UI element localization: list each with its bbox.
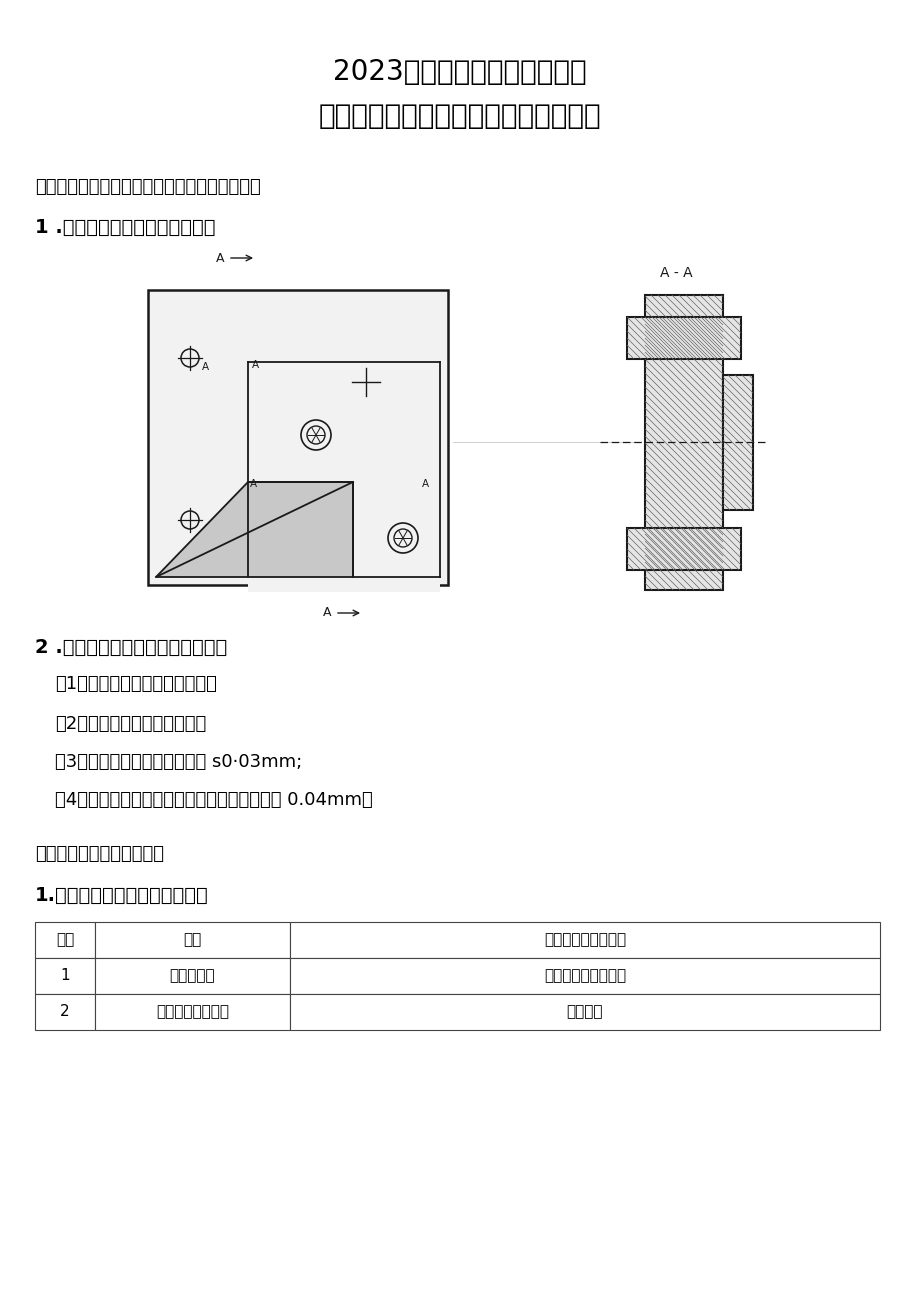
Bar [148, 290, 448, 585]
Text: （3）镶配件配合面的配合间隙 s0·03mm;: （3）镶配件配合面的配合间隙 s0·03mm; [55, 753, 302, 771]
Text: 操作内容与评分标准: 操作内容与评分标准 [543, 933, 626, 947]
Text: 台板、导轨、丝杆: 台板、导轨、丝杆 [156, 1004, 229, 1020]
Text: A: A [202, 362, 209, 372]
Text: A - A: A - A [659, 265, 692, 280]
Bar [35, 994, 95, 1030]
Bar [248, 362, 439, 592]
Text: （4）制作件装配完成后，侧边的错位量不大于 0.04mm。: （4）制作件装配完成后，侧边的错位量不大于 0.04mm。 [55, 791, 372, 809]
Bar [35, 922, 95, 958]
Text: A: A [252, 360, 259, 369]
Bar [289, 994, 879, 1030]
Bar [95, 994, 289, 1030]
Bar [289, 922, 879, 958]
Polygon shape [156, 481, 353, 578]
Text: 1 .零件手工制作部件装配示意图: 1 .零件手工制作部件装配示意图 [35, 219, 215, 237]
Bar [95, 958, 289, 994]
Text: （1）工件表面不得有明显损伤；: （1）工件表面不得有明显损伤； [55, 675, 217, 693]
Text: 二维工作台: 二维工作台 [169, 968, 215, 984]
Text: A: A [323, 606, 331, 619]
Text: A: A [422, 479, 428, 489]
Text: A: A [250, 479, 256, 489]
Text: 中职组《装配鑴工技术》赛项竞赛样题: 中职组《装配鑴工技术》赛项竞赛样题 [318, 101, 601, 130]
Text: 一、装配鑴工零件手工制作（内方斜块镶配件）: 一、装配鑴工零件手工制作（内方斜块镶配件） [35, 178, 260, 196]
Bar [627, 317, 740, 359]
Text: 清洗清理: 清洗清理 [566, 1004, 603, 1020]
Text: 序号: 序号 [56, 933, 74, 947]
Bar [289, 958, 879, 994]
Bar [644, 295, 722, 589]
Bar [627, 528, 740, 570]
Text: A: A [215, 251, 223, 264]
Bar [722, 375, 752, 510]
Text: 二、机械部件的装配与调整: 二、机械部件的装配与调整 [35, 846, 164, 863]
Text: 2023年广西职业院校技能大赛: 2023年广西职业院校技能大赛 [333, 59, 586, 86]
Text: 动作规范、方法正确: 动作规范、方法正确 [543, 968, 626, 984]
Text: 2: 2 [60, 1004, 70, 1020]
Text: 1: 1 [60, 968, 70, 984]
Text: （2）螺钉紧固、定位销就位；: （2）螺钉紧固、定位销就位； [55, 716, 206, 732]
Text: 1.二维工作台部件的装配与调整: 1.二维工作台部件的装配与调整 [35, 886, 209, 905]
Text: 2 .零件手工制作部件装配技术要求: 2 .零件手工制作部件装配技术要求 [35, 637, 227, 657]
Text: 项目: 项目 [183, 933, 201, 947]
Bar [35, 958, 95, 994]
Bar [95, 922, 289, 958]
